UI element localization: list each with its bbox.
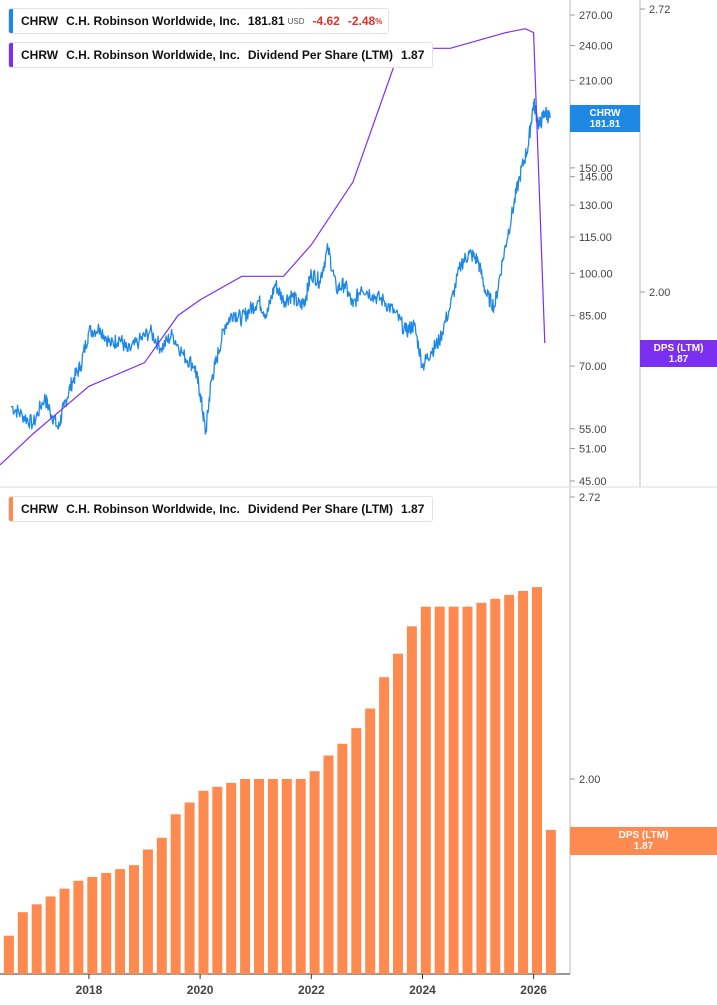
dps-bar <box>59 888 70 974</box>
dps-bar <box>129 865 139 974</box>
dps-axis-tick-label: 2.72 <box>649 4 670 16</box>
dps-bar <box>101 873 112 974</box>
legend-dps-bottom-value: 1.87 <box>401 502 425 516</box>
dps-bar <box>462 606 473 974</box>
dps-bar <box>198 790 209 975</box>
price-tag: CHRW 181.81 <box>570 105 640 132</box>
legend-dps-bottom-metric: Dividend Per Share (LTM) <box>247 502 394 516</box>
dps-bar <box>406 626 417 975</box>
dps-bottom-tag-value: 1.87 <box>633 841 654 852</box>
dps-bar <box>448 606 459 974</box>
price-tick-label: 115.00 <box>579 232 612 244</box>
legend-price-company: C.H. Robinson Worldwide, Inc. <box>66 14 240 28</box>
legend-dps-top-metric: Dividend Per Share (LTM) <box>247 48 394 62</box>
x-tick-label: 2022 <box>298 983 325 997</box>
x-tick-label: 2026 <box>520 983 547 997</box>
dps-top-tag-value: 1.87 <box>668 353 689 365</box>
dps-bar <box>170 814 181 975</box>
dps-bar <box>434 606 445 974</box>
price-tick-label: 100.00 <box>579 268 613 280</box>
price-tick-label: 51.00 <box>579 443 607 455</box>
dps-top-tag: DPS (LTM) 1.87 <box>640 340 717 367</box>
dps-bar <box>45 896 56 974</box>
price-tick-label: 55.00 <box>579 424 607 436</box>
dps-bar <box>267 779 278 974</box>
legend-price-swatch <box>9 9 13 33</box>
price-series-line <box>10 98 551 435</box>
x-tick-label: 2024 <box>409 983 436 997</box>
price-tick-label: 270.00 <box>579 10 613 22</box>
dps-bar <box>309 771 320 974</box>
dps-bar <box>420 606 431 974</box>
x-tick-label: 2020 <box>187 983 214 997</box>
legend-price-pct-sign: % <box>375 16 383 26</box>
dps-bar <box>337 743 348 975</box>
dps-bar <box>476 602 487 975</box>
dps-bottom-tag-label: DPS (LTM) <box>618 830 669 841</box>
dps-bar <box>115 869 126 974</box>
legend-dps-bottom[interactable]: CHRW C.H. Robinson Worldwide, Inc. Divid… <box>8 496 434 522</box>
price-tick-label: 85.00 <box>579 311 607 323</box>
dps-bar <box>504 594 515 974</box>
legend-price-unit: USD <box>287 16 305 26</box>
dps-top-tag-label: DPS (LTM) <box>653 342 704 354</box>
dps-bar <box>87 876 98 974</box>
legend-dps-bottom-company: C.H. Robinson Worldwide, Inc. <box>66 502 240 516</box>
dps-bar <box>184 802 195 974</box>
legend-dps-bottom-swatch <box>9 497 13 521</box>
dps-axis-tick-label: 2.00 <box>649 287 670 299</box>
dps-bar <box>323 755 334 974</box>
dps-bar <box>156 837 167 975</box>
price-tick-label: 70.00 <box>579 361 607 373</box>
dps-bar <box>240 779 251 974</box>
dps-bar <box>212 786 223 974</box>
dps-bar <box>365 708 376 974</box>
dps-bar <box>254 779 264 974</box>
dps-bottom-tag: DPS (LTM) 1.87 <box>570 827 717 855</box>
dps-bar <box>3 935 14 974</box>
legend-dps-top-value: 1.87 <box>401 48 425 62</box>
price-tick-label: 130.00 <box>579 200 613 212</box>
legend-price-ticker: CHRW <box>21 14 59 28</box>
dps-bar <box>295 779 306 974</box>
bar-axis-tick-label: 2.72 <box>579 492 600 504</box>
dps-bar <box>379 677 390 974</box>
bar-axis-tick-label: 2.00 <box>579 774 600 786</box>
price-tick-label: 45.00 <box>579 476 607 488</box>
dps-bar <box>545 829 556 974</box>
dps-bar <box>142 849 153 974</box>
legend-price-change-pct: -2.48 <box>347 14 376 28</box>
legend-price-change: -4.62 <box>312 14 340 28</box>
dps-bar <box>281 779 292 974</box>
dps-bar <box>490 598 501 974</box>
price-tag-value: 181.81 <box>589 118 621 130</box>
dps-bar <box>393 653 403 974</box>
legend-dps-top-ticker: CHRW <box>21 48 59 62</box>
dps-bar <box>226 782 237 974</box>
dps-series-line <box>0 28 546 466</box>
legend-dps-top-swatch <box>9 43 13 67</box>
price-tick-label: 210.00 <box>579 75 613 87</box>
legend-dps-top-company: C.H. Robinson Worldwide, Inc. <box>66 48 240 62</box>
dps-bar <box>73 880 84 974</box>
legend-dps-bottom-ticker: CHRW <box>21 502 59 516</box>
x-tick-label: 2018 <box>76 983 103 997</box>
price-tick-label: 240.00 <box>579 41 613 53</box>
legend-price-value: 181.81 <box>247 14 285 28</box>
price-tick-label: 150.00 <box>579 163 613 175</box>
price-tag-label: CHRW <box>589 107 621 119</box>
legend-price[interactable]: CHRW C.H. Robinson Worldwide, Inc. 181.8… <box>8 8 390 34</box>
dps-bar <box>518 591 529 974</box>
dps-bar <box>351 728 362 974</box>
dps-bar <box>17 912 28 974</box>
dps-bar <box>532 587 542 974</box>
legend-dps-top[interactable]: CHRW C.H. Robinson Worldwide, Inc. Divid… <box>8 42 434 68</box>
price-tick-label: 145.00 <box>579 172 613 184</box>
dps-bar <box>31 904 42 974</box>
